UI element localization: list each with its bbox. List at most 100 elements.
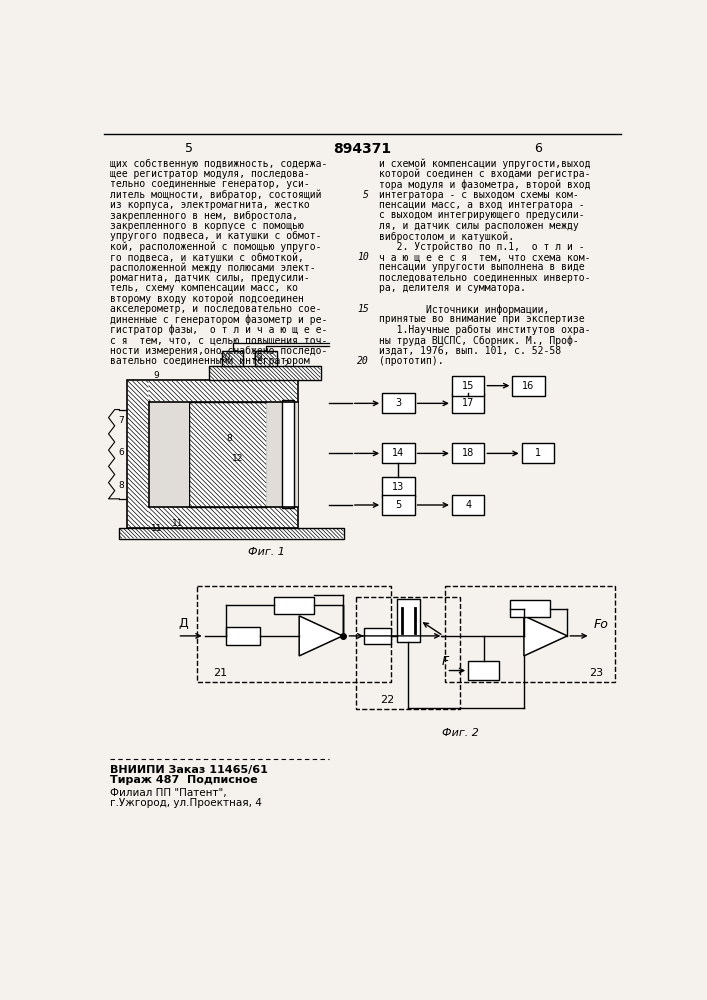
Text: закрепленного в нем, вибростола,: закрепленного в нем, вибростола, <box>110 210 298 221</box>
Text: 20: 20 <box>357 356 369 366</box>
Text: 1: 1 <box>534 448 541 458</box>
Bar <box>149 402 189 507</box>
Text: второму входу которой подсоединен: второму входу которой подсоединен <box>110 294 304 304</box>
Text: с я  тем, что, с целью повышения точ-: с я тем, что, с целью повышения точ- <box>110 335 327 345</box>
Text: пенсации масс, а вход интегратора -: пенсации масс, а вход интегратора - <box>379 200 585 210</box>
Text: 9: 9 <box>153 371 160 380</box>
Bar <box>209 366 321 380</box>
Text: 2: 2 <box>284 360 289 369</box>
Bar <box>452 376 484 396</box>
Text: 8: 8 <box>118 481 124 490</box>
Text: 21: 21 <box>213 668 227 678</box>
Text: го подвеса, и катушки с обмоткой,: го подвеса, и катушки с обмоткой, <box>110 252 304 263</box>
Text: с выходом интегрирующего предусили-: с выходом интегрирующего предусили- <box>379 210 585 220</box>
Text: 18: 18 <box>462 448 474 458</box>
Text: кой, расположенной с помощью упруго-: кой, расположенной с помощью упруго- <box>110 242 322 252</box>
Bar <box>149 402 298 507</box>
Text: 13: 13 <box>392 482 404 492</box>
Text: ромагнита, датчик силы, предусили-: ромагнита, датчик силы, предусили- <box>110 273 310 283</box>
Text: пенсации упругости выполнена в виде: пенсации упругости выполнена в виде <box>379 262 585 272</box>
Text: 7: 7 <box>118 416 124 425</box>
Bar <box>189 402 267 507</box>
Text: ч а ю щ е е с я  тем, что схема ком-: ч а ю щ е е с я тем, что схема ком- <box>379 252 590 262</box>
Bar <box>363 628 392 644</box>
Bar <box>274 597 314 614</box>
Text: и схемой компенсации упругости,выход: и схемой компенсации упругости,выход <box>379 158 590 169</box>
Text: 19: 19 <box>252 353 263 362</box>
Text: ности измерения,оно снабжено последо-: ности измерения,оно снабжено последо- <box>110 346 327 356</box>
Text: 22: 22 <box>380 695 394 705</box>
Text: Филиал ПП "Патент",: Филиал ПП "Патент", <box>110 788 227 798</box>
Bar <box>382 495 414 515</box>
Text: последовательно соединенных инверто-: последовательно соединенных инверто- <box>379 273 590 283</box>
Text: ВНИИПИ Заказ 11465/61: ВНИИПИ Заказ 11465/61 <box>110 765 268 775</box>
Text: упругого подвеса, и катушки с обмот-: упругого подвеса, и катушки с обмот- <box>110 231 322 241</box>
Bar <box>382 393 414 413</box>
Text: гистратор фазы,  о т л и ч а ю щ е е-: гистратор фазы, о т л и ч а ю щ е е- <box>110 325 327 335</box>
Text: 15: 15 <box>462 381 474 391</box>
Text: Тираж 487  Подписное: Тираж 487 Подписное <box>110 775 257 785</box>
Bar <box>445 586 615 682</box>
Text: ра, делителя и сумматора.: ра, делителя и сумматора. <box>379 283 526 293</box>
Bar <box>452 443 484 463</box>
Text: Fo: Fo <box>594 618 609 631</box>
Bar <box>226 627 260 645</box>
Text: 11: 11 <box>172 519 183 528</box>
Bar <box>382 477 414 497</box>
Bar <box>468 661 499 680</box>
Text: 8: 8 <box>226 434 233 443</box>
Text: 1.Научные работы институтов охра-: 1.Научные работы институтов охра- <box>379 325 590 335</box>
Text: 17: 17 <box>462 398 474 408</box>
Polygon shape <box>299 616 343 656</box>
Text: 894371: 894371 <box>333 142 391 156</box>
Bar <box>119 528 344 539</box>
Text: 2. Устройство по п.1,  о т л и -: 2. Устройство по п.1, о т л и - <box>379 242 585 252</box>
Text: Источники информации,: Источники информации, <box>379 304 549 315</box>
Text: 6: 6 <box>534 142 542 155</box>
Text: расположенной между полюсами элект-: расположенной между полюсами элект- <box>110 262 316 273</box>
Bar <box>282 400 293 508</box>
Text: Д: Д <box>178 617 188 630</box>
Text: щих собственную подвижность, содержа-: щих собственную подвижность, содержа- <box>110 158 327 169</box>
Bar <box>522 443 554 463</box>
Text: 11: 11 <box>151 524 163 533</box>
Bar <box>452 393 484 413</box>
Bar <box>255 351 276 366</box>
Text: литель мощности, вибратор, состоящий: литель мощности, вибратор, состоящий <box>110 190 322 200</box>
Bar <box>513 376 545 396</box>
Text: тельно соединенные генератор, уси-: тельно соединенные генератор, уси- <box>110 179 310 189</box>
Text: F: F <box>441 655 448 668</box>
Text: 6: 6 <box>118 448 124 457</box>
Text: г.Ужгород, ул.Проектная, 4: г.Ужгород, ул.Проектная, 4 <box>110 798 262 808</box>
Bar <box>267 402 298 507</box>
Bar <box>222 351 243 366</box>
Text: принятые во внимание при экспертизе: принятые во внимание при экспертизе <box>379 314 585 324</box>
Text: вибростолом и катушкой.: вибростолом и катушкой. <box>379 231 514 242</box>
Bar <box>197 586 391 682</box>
Text: закрепленного в корпусе с помощью: закрепленного в корпусе с помощью <box>110 221 304 231</box>
Text: 16: 16 <box>522 381 534 391</box>
Text: издат, 1976, вып. 101, с. 52-58: издат, 1976, вып. 101, с. 52-58 <box>379 346 561 356</box>
Polygon shape <box>524 616 567 656</box>
Text: которой соединен с входами регистра-: которой соединен с входами регистра- <box>379 169 590 179</box>
Text: вательно соединенными интегратором: вательно соединенными интегратором <box>110 356 310 366</box>
Text: 5: 5 <box>185 142 193 155</box>
Text: акселерометр, и последовательно сое-: акселерометр, и последовательно сое- <box>110 304 322 314</box>
Text: (прототип).: (прототип). <box>379 356 443 366</box>
Bar <box>356 597 460 709</box>
Text: тора модуля и фазометра, второй вход: тора модуля и фазометра, второй вход <box>379 179 590 190</box>
Text: диненные с генератором фазометр и ре-: диненные с генератором фазометр и ре- <box>110 314 327 325</box>
Text: 3: 3 <box>395 398 402 408</box>
Text: 4: 4 <box>465 500 471 510</box>
Text: из корпуса, электромагнита, жестко: из корпуса, электромагнита, жестко <box>110 200 310 210</box>
Text: 20: 20 <box>219 353 230 362</box>
Text: Фиг. 2: Фиг. 2 <box>442 728 479 738</box>
Text: щее регистратор модуля, последова-: щее регистратор модуля, последова- <box>110 169 310 179</box>
Bar <box>127 380 298 528</box>
Text: ля, и датчик силы расположен между: ля, и датчик силы расположен между <box>379 221 579 231</box>
Text: тель, схему компенсации масс, ко: тель, схему компенсации масс, ко <box>110 283 298 293</box>
Text: 5: 5 <box>363 190 369 200</box>
Text: 12: 12 <box>231 454 243 463</box>
Bar <box>452 495 484 515</box>
Text: Фиг. 1: Фиг. 1 <box>248 547 285 557</box>
